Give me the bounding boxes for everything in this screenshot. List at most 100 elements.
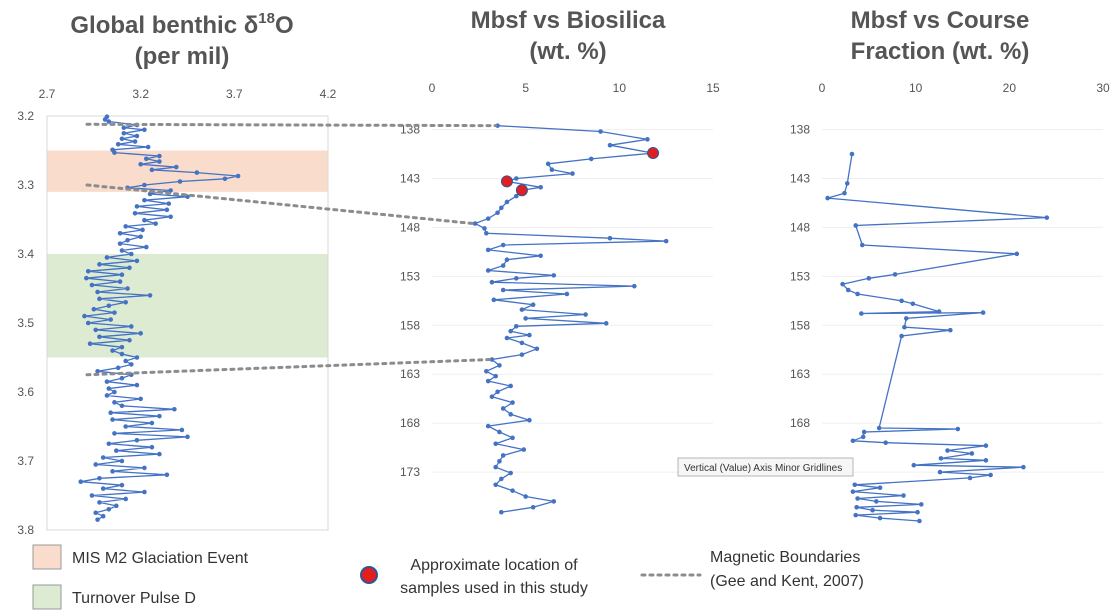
data-point <box>114 448 119 453</box>
data-point <box>504 335 510 341</box>
data-point <box>877 485 883 491</box>
data-point <box>899 333 904 339</box>
data-point <box>157 451 162 457</box>
data-point <box>142 197 147 203</box>
data-point <box>918 502 924 507</box>
sample-marker <box>500 175 513 188</box>
data-point <box>514 193 519 199</box>
x-tick-label: 3.7 <box>226 87 243 101</box>
data-point <box>87 341 93 347</box>
data-point <box>530 302 536 308</box>
data-point <box>495 389 500 395</box>
data-point <box>164 207 170 213</box>
data-point <box>93 510 99 516</box>
data-point <box>514 276 519 281</box>
panel3-title-line2: Fraction (wt. %) <box>851 38 1030 65</box>
panel2-title-line1: Mbsf vs Biosilica <box>471 7 666 34</box>
data-point <box>106 303 112 309</box>
data-point <box>84 275 89 281</box>
data-point <box>514 176 519 181</box>
data-point <box>508 383 513 389</box>
data-point <box>495 210 500 216</box>
data-point <box>157 413 162 419</box>
panel1-title-line1: Global benthic δ18O <box>70 10 293 39</box>
data-point <box>859 242 865 248</box>
sample-marker <box>515 184 528 197</box>
data-point <box>892 272 898 277</box>
data-point <box>523 494 528 499</box>
data-point <box>222 176 228 182</box>
data-point <box>969 451 975 456</box>
data-point <box>179 427 185 433</box>
data-point <box>607 142 613 148</box>
data-point <box>134 382 140 388</box>
data-point <box>115 141 121 147</box>
x-tick-label: 0 <box>429 81 436 95</box>
data-point <box>538 185 543 190</box>
y-tick-label: 143 <box>790 172 810 186</box>
x-tick-label: 15 <box>706 81 720 95</box>
y-tick-label: 163 <box>400 367 420 381</box>
magnetic-boundary-line <box>85 358 492 377</box>
data-point <box>500 287 506 293</box>
y-tick-label: 3.7 <box>17 454 34 468</box>
data-point <box>504 199 510 205</box>
data-point <box>504 257 510 263</box>
data-point <box>493 482 498 488</box>
data-point <box>902 324 907 330</box>
data-point <box>500 453 506 458</box>
data-point <box>983 458 989 463</box>
y-tick-label: 3.5 <box>17 316 34 330</box>
data-point <box>112 310 117 315</box>
tooltip-box <box>677 457 854 477</box>
data-point <box>147 293 153 298</box>
data-point <box>110 469 115 474</box>
data-point <box>489 279 495 285</box>
data-point <box>852 482 858 488</box>
data-point <box>85 320 91 326</box>
data-point <box>123 300 128 305</box>
data-point <box>489 394 495 400</box>
data-point <box>142 465 147 471</box>
data-point <box>497 363 502 368</box>
data-point <box>123 224 128 229</box>
data-point <box>104 379 110 384</box>
data-point <box>523 316 528 321</box>
data-point <box>89 493 95 498</box>
data-point <box>108 410 113 416</box>
x-tick-label: 4.2 <box>320 87 337 101</box>
data-point <box>870 507 875 513</box>
data-point <box>499 509 504 515</box>
plots: 2.7 3.2 3.7 4.2 3.2 3.3 3.4 3.5 3.6 3.7 3.8 0 5 10 15 1… <box>17 81 1110 537</box>
legend-sample-marker <box>360 566 378 584</box>
legend-boundaries-label-line1: Magnetic Boundaries <box>710 549 860 566</box>
y-tick-label: 158 <box>790 318 810 332</box>
x-tick-label: 3.2 <box>132 87 149 101</box>
magnetic-boundary-line <box>85 122 498 128</box>
data-point <box>104 393 110 398</box>
data-point <box>1021 464 1026 470</box>
y-tick-label: 168 <box>400 416 420 430</box>
data-point <box>484 231 489 236</box>
panel1-title-line2: (per mil) <box>135 43 230 70</box>
data-point <box>883 440 888 446</box>
x-tick-label: 10 <box>909 81 923 95</box>
data-point <box>850 489 856 494</box>
data-point <box>530 505 536 510</box>
data-point <box>545 161 551 167</box>
y-tick-label: 3.8 <box>17 523 34 537</box>
data-point <box>901 493 906 498</box>
data-point <box>78 479 84 485</box>
data-point <box>915 509 920 515</box>
data-point <box>142 217 147 223</box>
tooltip-text: Vertical (Value) Axis Minor Gridlines <box>684 463 842 474</box>
data-point <box>938 456 944 461</box>
data-point <box>845 287 851 293</box>
data-point <box>980 310 986 315</box>
data-point <box>112 431 117 436</box>
data-point <box>100 486 106 491</box>
data-point <box>119 136 125 142</box>
data-point <box>117 241 123 246</box>
legend-mis-swatch <box>32 544 62 570</box>
data-point <box>112 389 117 395</box>
